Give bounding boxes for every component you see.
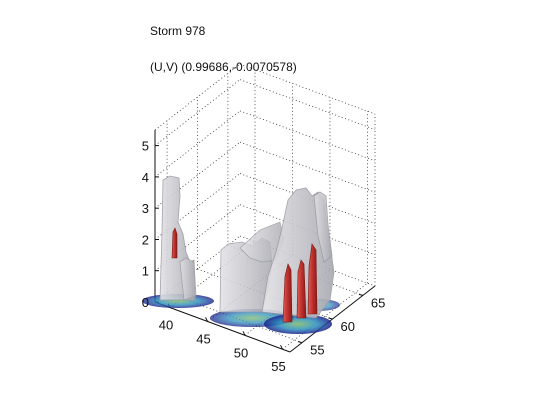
- grid-line-y-floor: [166, 292, 303, 343]
- grid-line-z-back-wall: [239, 173, 376, 224]
- z-tick-label: 1: [142, 264, 149, 279]
- grid-line-z-back-wall: [239, 79, 376, 130]
- z-tick-label: 4: [142, 170, 149, 185]
- y-tick-label: 60: [341, 319, 355, 334]
- x-tick-mark: [242, 331, 246, 336]
- y-tick-mark: [297, 341, 303, 344]
- x-tick-label: 45: [196, 331, 210, 346]
- y-tick-mark: [358, 293, 364, 296]
- red-core-3: [307, 243, 318, 315]
- grid-line-z-back-wall: [239, 235, 376, 287]
- grid-line-z-left-wall: [154, 110, 241, 178]
- z-tick-label: 5: [142, 139, 149, 154]
- x-tick-label: 55: [271, 359, 285, 374]
- chart-subtitle: (U,V) (0.99686,-0.0070578): [150, 60, 297, 74]
- box-edge-top-left: [154, 63, 241, 131]
- red-core-1: [282, 263, 293, 323]
- red-cores: [171, 227, 318, 323]
- x-tick-mark: [205, 317, 208, 322]
- grid-line-x-floor: [282, 282, 368, 350]
- y-tick-label: 55: [310, 343, 324, 358]
- grid-line-y-floor: [227, 245, 364, 296]
- chart-title: Storm 978: [150, 24, 206, 38]
- red-core-2: [296, 259, 307, 319]
- x-tick-label: 50: [234, 345, 248, 360]
- z-tick-label: 2: [142, 233, 149, 248]
- y-tick-mark: [328, 317, 333, 320]
- base-patch-right: [264, 314, 332, 334]
- z-tick-label: 3: [142, 201, 149, 216]
- red-core-4: [171, 227, 178, 259]
- z-tick-label: 0: [142, 295, 149, 310]
- x-tick-mark: [280, 344, 283, 350]
- x-axis-line: [154, 301, 291, 353]
- box-edge-top-back: [239, 63, 376, 115]
- grid-line-z-left-wall: [154, 79, 241, 146]
- isosurface-left-slab: [179, 257, 197, 301]
- grid-line-z-back-wall: [239, 141, 376, 193]
- y-tick-label: 65: [371, 295, 385, 310]
- grid-line-z-back-wall: [239, 110, 376, 162]
- grid-line-z-back-wall: [239, 204, 376, 256]
- x-tick-label: 40: [159, 318, 173, 333]
- isosurface-right-spire: [313, 191, 333, 263]
